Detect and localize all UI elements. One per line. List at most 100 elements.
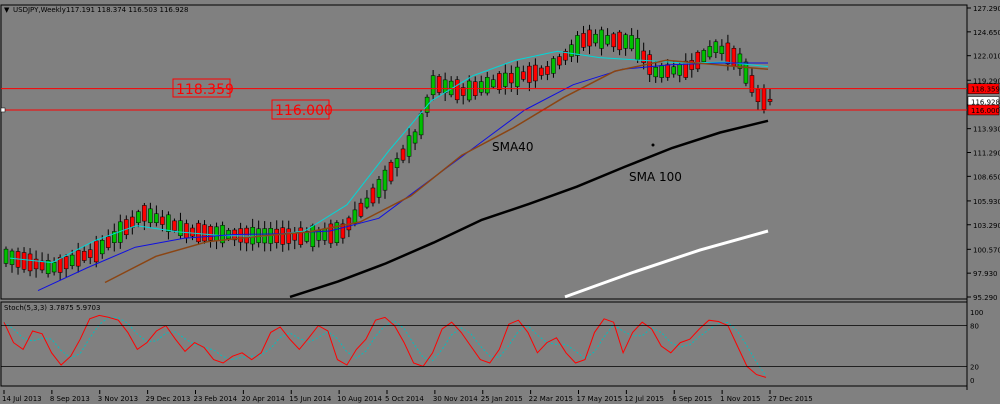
date-tick-label: 22 Mar 2015 xyxy=(529,395,573,403)
candle xyxy=(382,165,388,199)
candle-body xyxy=(424,96,430,113)
candle xyxy=(611,32,616,52)
candle-body xyxy=(406,135,412,157)
candle xyxy=(9,248,15,273)
candle-body xyxy=(701,50,707,63)
candle-body xyxy=(737,53,743,69)
candle-body xyxy=(713,41,719,53)
date-tick-label: 29 Dec 2013 xyxy=(146,395,191,403)
candle xyxy=(551,56,556,78)
stoch-tick-label: 20 xyxy=(970,363,979,371)
chart-header-triangle[interactable]: ▼ xyxy=(4,6,10,14)
chart-header-symbol: USDJPY,Weekly xyxy=(13,6,66,14)
price-pane[interactable] xyxy=(0,4,968,300)
candle-body xyxy=(130,216,135,228)
candle xyxy=(280,220,285,252)
candle-body xyxy=(617,31,622,51)
candle-body xyxy=(671,66,676,75)
candle xyxy=(136,209,141,228)
candle xyxy=(286,220,291,251)
horizontal-levels[interactable] xyxy=(0,88,967,113)
candle-body xyxy=(280,227,285,245)
candle xyxy=(220,221,225,248)
candle-body xyxy=(178,220,183,236)
candle-body xyxy=(190,227,195,237)
price-tick-label: 108.650 xyxy=(973,173,1000,181)
candle-body xyxy=(436,76,442,93)
candle xyxy=(364,190,370,210)
candle xyxy=(148,202,153,228)
candle-body xyxy=(21,252,27,270)
candle-body xyxy=(160,216,165,225)
candle xyxy=(33,250,39,278)
price-badge-bg xyxy=(967,83,1000,94)
price-tick-label: 122.010 xyxy=(973,53,1000,61)
sma200-line xyxy=(564,229,769,299)
candle-body xyxy=(394,158,400,168)
stoch-pane[interactable] xyxy=(0,301,968,387)
candle-body xyxy=(112,231,117,243)
candle xyxy=(334,220,340,246)
candle xyxy=(701,48,707,64)
candle-body xyxy=(172,220,177,231)
candle xyxy=(124,215,129,240)
candle xyxy=(298,221,304,248)
date-tick-label: 6 Sep 2015 xyxy=(672,395,712,403)
candle xyxy=(45,253,51,278)
date-tick-label: 17 May 2015 xyxy=(577,395,623,403)
candle-body xyxy=(3,248,9,264)
candle xyxy=(683,53,689,81)
candle xyxy=(569,39,574,63)
candle-body xyxy=(563,51,568,61)
candle-body xyxy=(478,81,484,93)
level2-label: 116.000 xyxy=(275,103,333,119)
candle-body xyxy=(599,29,604,49)
candle-body xyxy=(527,65,532,83)
candle xyxy=(328,219,334,248)
candle-body xyxy=(503,72,508,87)
candle xyxy=(485,71,490,96)
candle xyxy=(719,39,725,61)
date-tick-label: 8 Sep 2013 xyxy=(50,395,90,403)
candle-body xyxy=(310,225,316,248)
candle xyxy=(749,67,755,97)
stoch-header: Stoch(5,3,3) 3.7875 5.9703 xyxy=(4,304,100,312)
sma-cyan-line xyxy=(9,50,769,264)
candle xyxy=(767,88,773,106)
candle-body xyxy=(9,250,15,265)
candle xyxy=(545,61,550,81)
candle-body xyxy=(695,51,701,70)
sma40-label: SMA40 xyxy=(492,140,533,154)
candle-body xyxy=(220,225,225,244)
level2-label-box xyxy=(271,99,330,120)
price-tick-label: 124.650 xyxy=(973,29,1000,37)
candle-body xyxy=(719,45,725,54)
candle-body xyxy=(569,44,574,57)
candle xyxy=(418,109,424,140)
candle xyxy=(430,70,436,101)
date-tick-label: 25 Jan 2015 xyxy=(481,395,523,403)
candle-body xyxy=(376,179,382,198)
candle xyxy=(412,129,418,151)
candle-body xyxy=(286,228,291,244)
candle xyxy=(51,257,57,276)
candle-body xyxy=(605,35,610,45)
candle-body xyxy=(683,60,689,78)
candle-body xyxy=(75,249,81,267)
date-tick-label: 10 Aug 2014 xyxy=(337,395,382,403)
stoch-tick-label: 80 xyxy=(970,323,979,331)
candle-body xyxy=(328,223,334,244)
candle xyxy=(581,25,586,51)
candle-body xyxy=(322,228,328,241)
candle-body xyxy=(208,225,213,241)
candle-body xyxy=(587,29,592,47)
candle xyxy=(454,76,460,104)
price-tick-label: 97.930 xyxy=(973,270,998,278)
candle xyxy=(617,30,622,56)
sma100-label: SMA 100 xyxy=(629,170,682,184)
candle xyxy=(160,210,165,232)
candle-body xyxy=(623,34,628,49)
candle-body xyxy=(340,223,346,239)
candle-body xyxy=(33,258,39,270)
